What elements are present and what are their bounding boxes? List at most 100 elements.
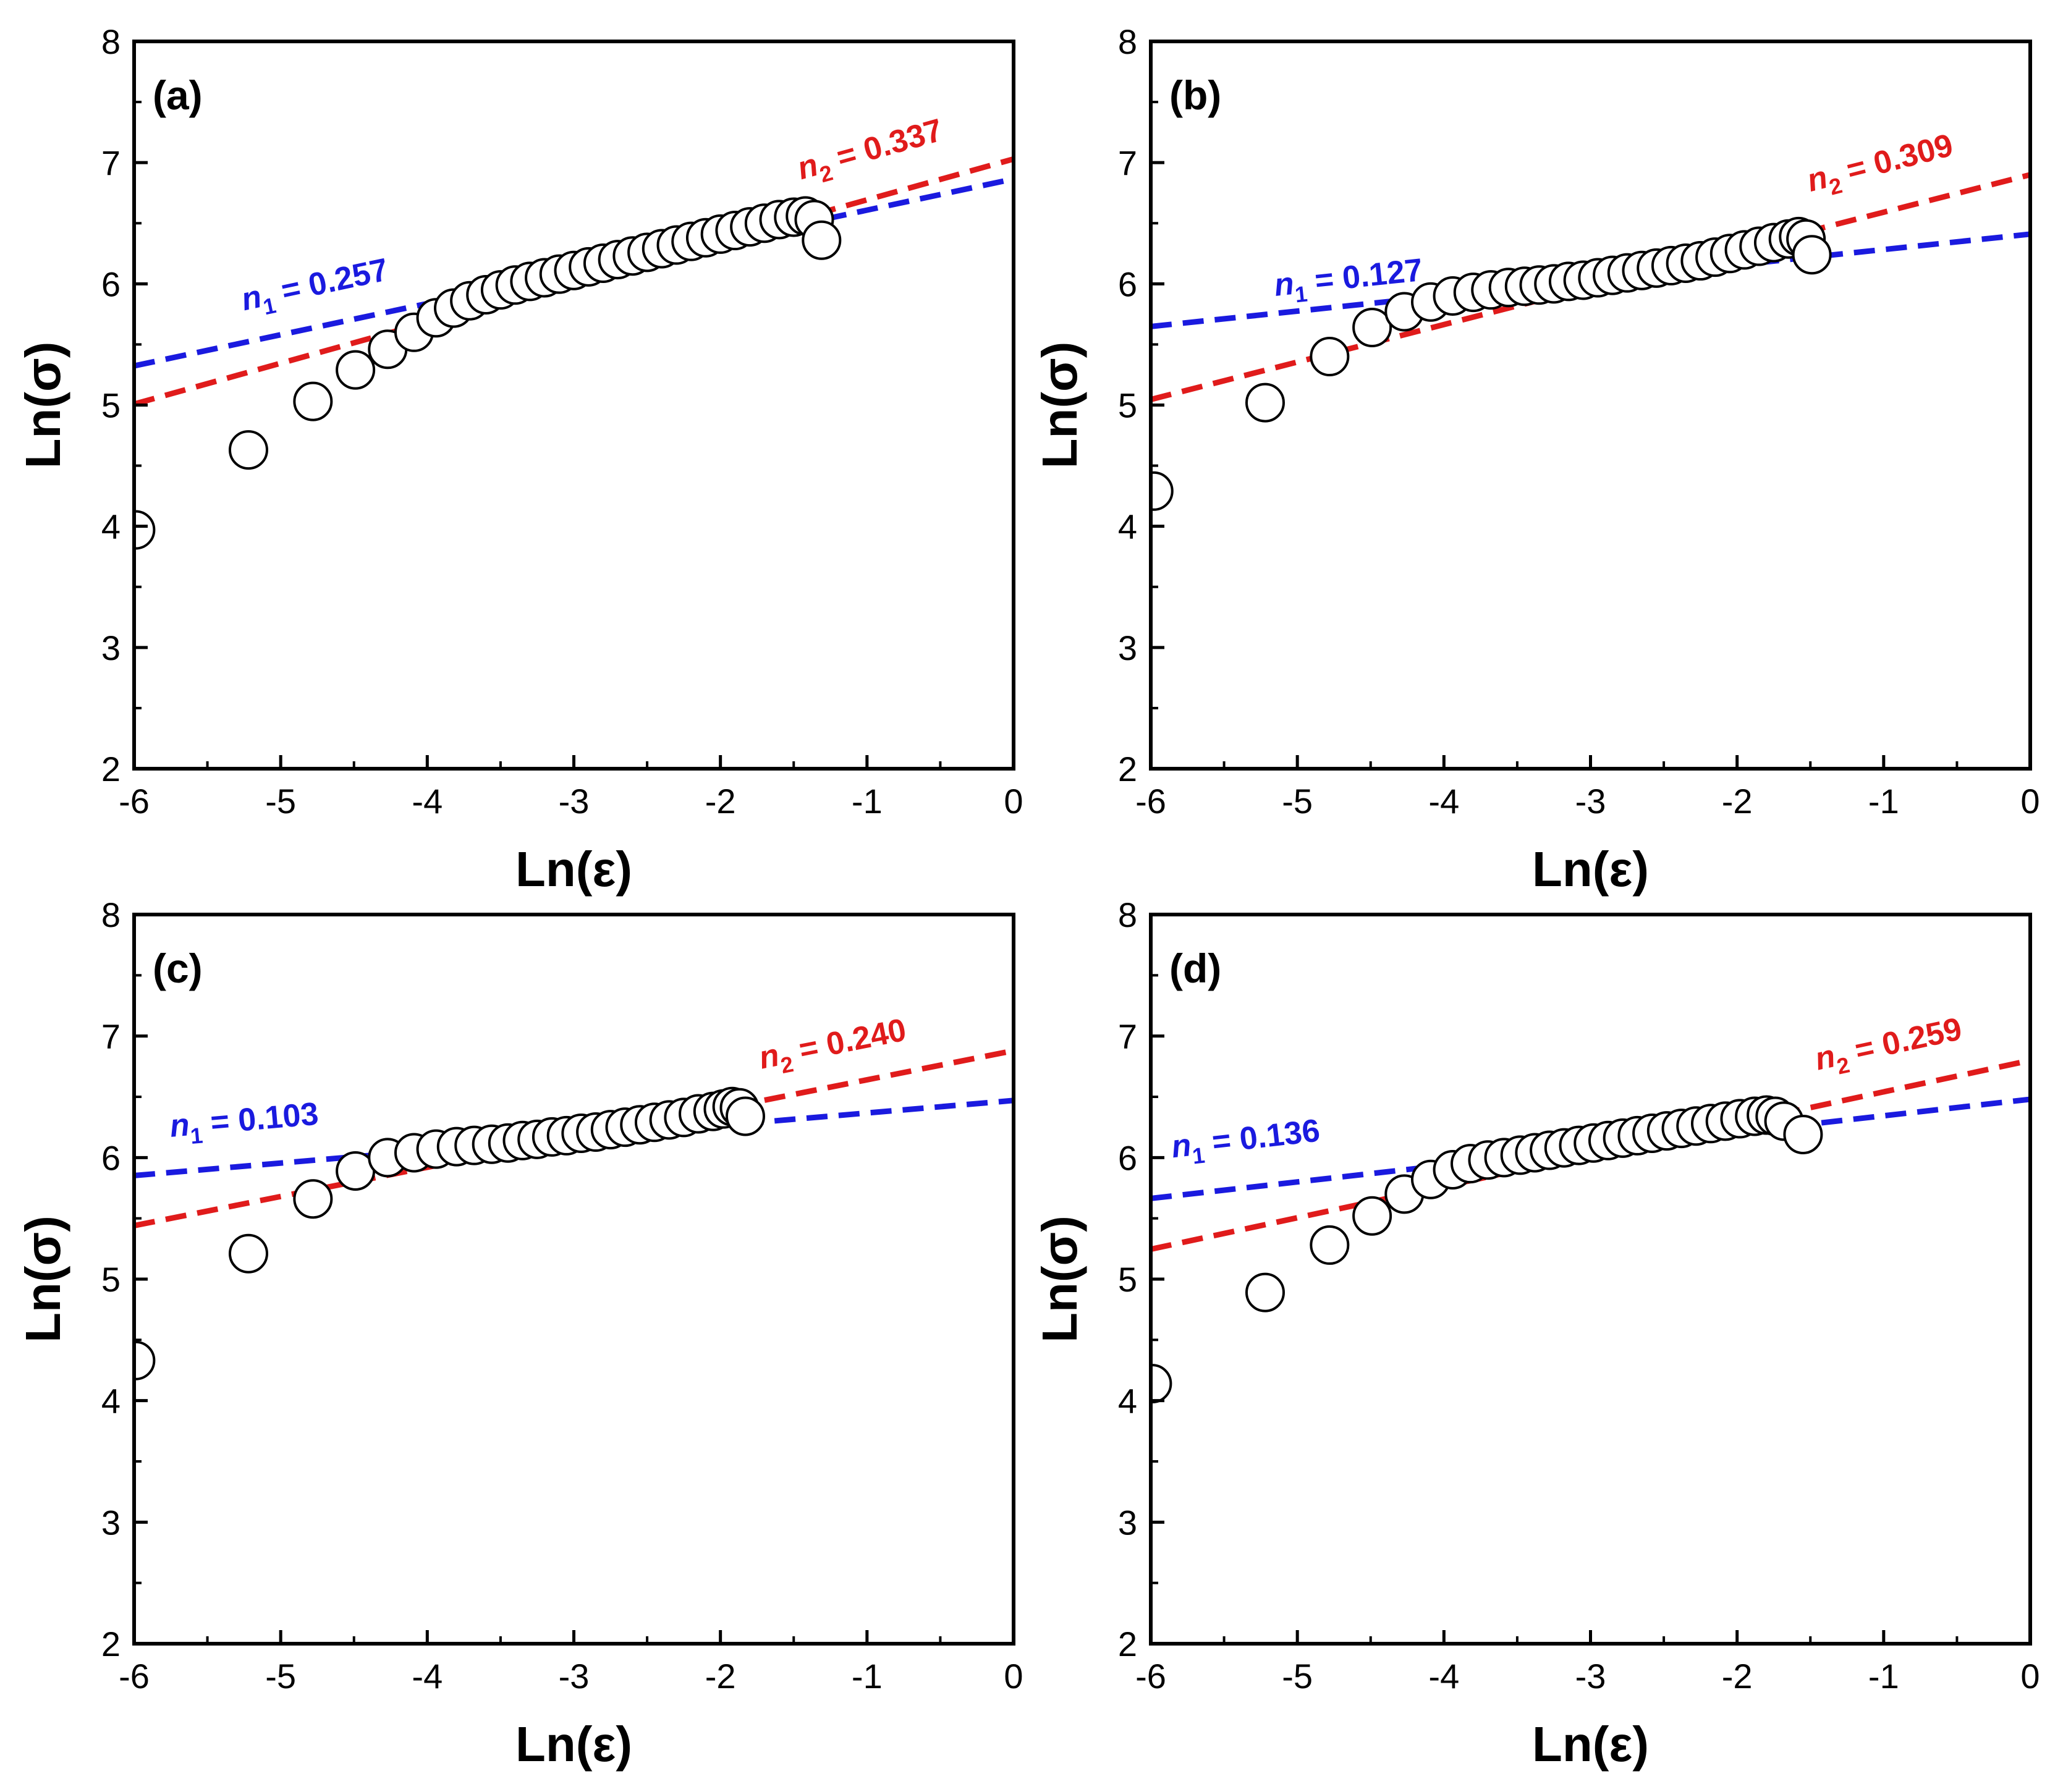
- data-point: [293, 381, 333, 421]
- x-tick-label: -4: [1428, 782, 1459, 821]
- x-tick-label: -5: [265, 1657, 296, 1696]
- x-tick-label: -6: [119, 1657, 150, 1696]
- data-point: [293, 1179, 333, 1219]
- y-tick-label: 2: [1118, 1625, 1137, 1663]
- y-tick-label: 5: [101, 1260, 121, 1299]
- y-tick-label: 8: [101, 895, 121, 934]
- data-point: [1245, 1272, 1285, 1312]
- x-tick-label: -5: [1282, 1657, 1313, 1696]
- y-tick-label: 4: [1118, 507, 1137, 546]
- x-tick-label: -1: [1868, 1657, 1899, 1696]
- x-tick-label: -4: [412, 782, 443, 821]
- fit-label-subscript: 1: [189, 1123, 203, 1149]
- x-tick-label: -1: [852, 1657, 883, 1696]
- y-tick-label: 7: [101, 1017, 121, 1056]
- y-tick-label: 2: [1118, 750, 1137, 788]
- x-tick-label: -6: [1135, 1657, 1166, 1696]
- y-tick-label: 7: [101, 143, 121, 182]
- y-tick-label: 8: [101, 22, 121, 61]
- plot-content: [1151, 172, 2030, 511]
- x-tick-label: -5: [1282, 782, 1313, 821]
- y-tick-label: 5: [1118, 386, 1137, 425]
- y-tick-label: 4: [1118, 1382, 1137, 1421]
- data-point: [1245, 382, 1285, 423]
- x-tick-label: 0: [1004, 782, 1023, 821]
- data-point: [1352, 1196, 1392, 1236]
- x-tick-label: -6: [1135, 782, 1166, 821]
- x-tick-label: -5: [265, 782, 296, 821]
- x-tick-label: -4: [1428, 1657, 1459, 1696]
- y-tick-label: 6: [101, 264, 121, 303]
- x-axis-label: Ln(ε): [1532, 1717, 1649, 1772]
- y-tick-label: 6: [101, 1138, 121, 1177]
- data-point: [336, 350, 376, 390]
- plot-content: [1151, 1057, 2030, 1404]
- data-point: [1783, 1114, 1823, 1154]
- x-tick-label: -1: [852, 782, 883, 821]
- y-tick-label: 8: [1118, 895, 1137, 934]
- fit-line-n1: [1151, 1096, 2030, 1201]
- x-tick-label: -3: [1575, 782, 1606, 821]
- x-tick-label: -6: [119, 782, 150, 821]
- fit-line-n1: [1151, 231, 2030, 329]
- plot-content: [134, 156, 1014, 550]
- y-tick-label: 2: [101, 750, 121, 788]
- panel-label: (a): [153, 72, 203, 118]
- fit-line-n1: [134, 176, 1014, 369]
- y-axis-label: Ln(σ): [1032, 1215, 1087, 1343]
- x-tick-label: -3: [1575, 1657, 1606, 1696]
- y-tick-label: 7: [1118, 143, 1137, 182]
- y-axis-label: Ln(σ): [15, 1215, 70, 1343]
- fit-label-subscript: 1: [1294, 281, 1308, 308]
- x-tick-label: 0: [2020, 1657, 2040, 1696]
- data-point: [228, 430, 268, 470]
- x-tick-label: -2: [1722, 782, 1753, 821]
- fit-line-n2: [1151, 1057, 2030, 1253]
- x-tick-label: -1: [1868, 782, 1899, 821]
- fit-line-n2: [134, 1047, 1014, 1228]
- x-axis-label: Ln(ε): [1532, 842, 1649, 897]
- data-point: [1310, 1225, 1350, 1265]
- x-tick-label: -2: [705, 782, 736, 821]
- fit-line-n1: [134, 1097, 1014, 1178]
- y-tick-label: 6: [1118, 1138, 1137, 1177]
- x-axis-label: Ln(ε): [515, 842, 632, 897]
- y-tick-label: 4: [101, 1382, 121, 1421]
- y-tick-label: 8: [1118, 22, 1137, 61]
- x-tick-label: -3: [559, 782, 590, 821]
- panel-label: (d): [1169, 945, 1221, 991]
- plot-content: [134, 1047, 1014, 1380]
- y-tick-label: 3: [101, 628, 121, 667]
- y-axis-label: Ln(σ): [1032, 342, 1087, 469]
- data-point: [725, 1096, 765, 1136]
- data-point: [802, 220, 842, 260]
- x-tick-label: -3: [559, 1657, 590, 1696]
- data-point: [1792, 235, 1832, 275]
- y-axis-label: Ln(σ): [15, 342, 70, 469]
- panel-label: (c): [153, 945, 203, 991]
- fit-label-symbol: n: [168, 1107, 191, 1144]
- fit-label-symbol: n: [1169, 1127, 1193, 1165]
- panel-label: (b): [1169, 72, 1221, 118]
- data-point: [1352, 307, 1392, 347]
- x-tick-label: -2: [705, 1657, 736, 1696]
- y-tick-label: 4: [101, 507, 121, 546]
- fit-label-symbol: n: [1273, 266, 1296, 303]
- y-tick-label: 5: [1118, 1260, 1137, 1299]
- x-tick-label: 0: [1004, 1657, 1023, 1696]
- y-tick-label: 2: [101, 1625, 121, 1663]
- y-tick-label: 5: [101, 386, 121, 425]
- x-axis-label: Ln(ε): [515, 1717, 632, 1772]
- x-tick-label: -4: [412, 1657, 443, 1696]
- y-tick-label: 7: [1118, 1017, 1137, 1056]
- fit-label-subscript: 1: [1191, 1143, 1206, 1169]
- y-tick-label: 3: [101, 1503, 121, 1542]
- data-point: [1151, 471, 1174, 511]
- y-tick-label: 3: [1118, 1503, 1137, 1542]
- y-tick-label: 3: [1118, 628, 1137, 667]
- x-tick-label: -2: [1722, 1657, 1753, 1696]
